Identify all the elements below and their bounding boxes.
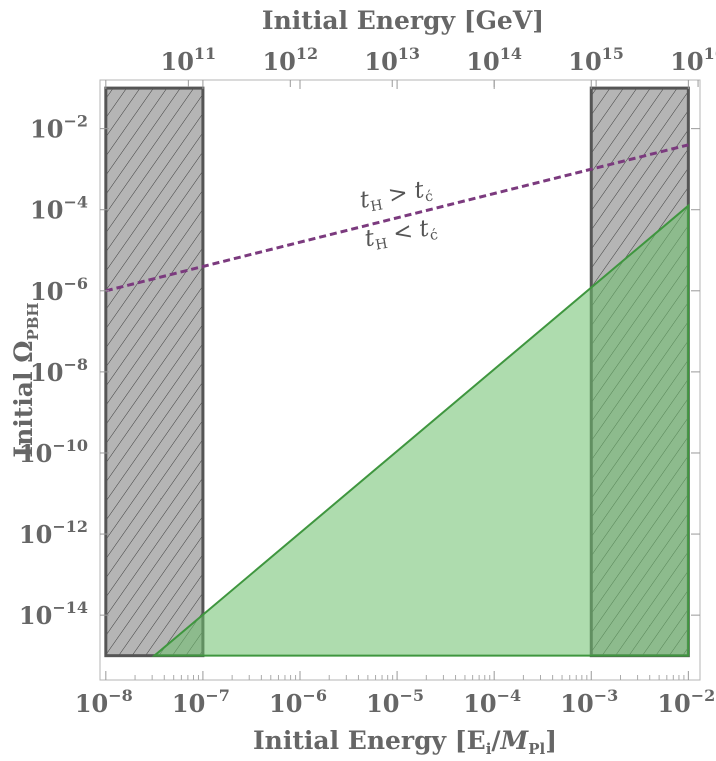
- y-tick-label: 10−4: [30, 193, 88, 225]
- plot-frame: [99, 79, 701, 681]
- left-axis-ticks: 10−2 10−4 10−6 10−8 10−10 10−12 10−14: [19, 112, 700, 630]
- bottom-axis-ticks: 10−8 10−7 10−6 10−5 10−4 10−3 10−2: [75, 80, 715, 718]
- x-tick-label: 10−4: [463, 686, 521, 718]
- top-tick-label: 1016: [670, 44, 716, 76]
- region-annotation-1: tH < tć: [363, 214, 440, 255]
- boundary-line: [105, 143, 689, 293]
- y-tick-label: 10−8: [30, 355, 88, 387]
- x-tick-label: 10−5: [366, 686, 424, 718]
- top-axis-title: Initial Energy [GeV]: [262, 6, 544, 35]
- x-axis-title: Initial Energy [Ei/MPl]: [253, 726, 557, 758]
- top-tick-label: 1012: [262, 44, 318, 76]
- y-axis-title: Initial ΩPBH: [9, 302, 42, 457]
- exclusion-band-hatch: [105, 88, 203, 656]
- x-tick-label: 10−2: [657, 686, 715, 718]
- y-tick-label: 10−10: [19, 436, 88, 468]
- region-annotation-0: tH > tć: [358, 176, 435, 217]
- y-tick-label: 10−2: [30, 112, 88, 144]
- y-tick-label: 10−12: [19, 517, 88, 549]
- x-tick-label: 10−7: [172, 686, 230, 718]
- x-tick-label: 10−6: [269, 686, 327, 718]
- allowed-region: [151, 203, 690, 657]
- y-tick-label: 10−6: [30, 274, 88, 306]
- series-layer: [104, 86, 690, 658]
- x-tick-label: 10−3: [560, 686, 618, 718]
- top-tick-label: 1015: [568, 44, 624, 76]
- y-tick-label: 10−14: [19, 598, 88, 630]
- top-tick-label: 1013: [364, 44, 420, 76]
- top-tick-label: 1011: [161, 44, 217, 76]
- top-tick-label: 1014: [466, 44, 522, 76]
- top-axis-ticks: 1011 1012 1013 1014 1015 1016: [161, 44, 716, 87]
- exclusion-band-0: [104, 86, 205, 658]
- x-tick-label: 10−8: [75, 686, 133, 718]
